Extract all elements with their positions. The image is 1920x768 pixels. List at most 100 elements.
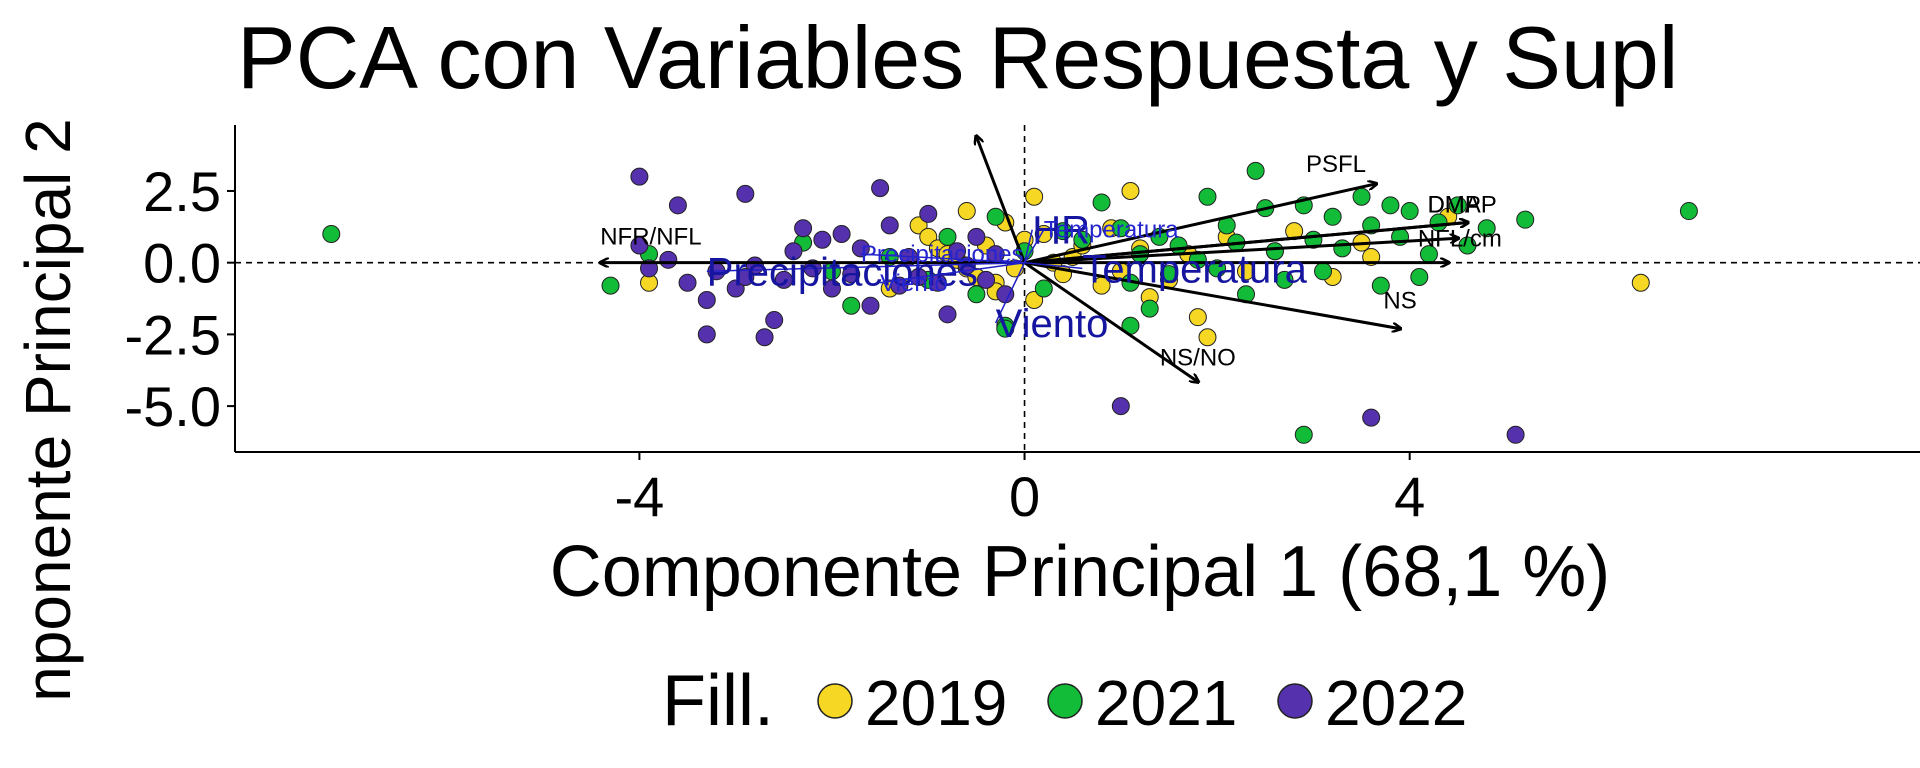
point-2021 [1314,262,1333,281]
supplementary-label: Viento [996,302,1109,346]
point-2022 [813,230,832,249]
point-2022 [697,325,716,344]
point-2022 [996,285,1015,304]
point-2022 [842,265,861,284]
point-2021 [1111,219,1130,238]
supplementary-label: Temperatura [1044,217,1179,244]
point-2021 [1458,236,1477,255]
point-2021 [1381,196,1400,215]
supplementary-arrow [1023,229,1045,264]
loading-arrow [976,136,1026,264]
point-2021 [1352,187,1371,206]
point-2019 [1631,273,1650,292]
point-2021 [1246,161,1265,180]
point-2021 [1140,299,1159,318]
y-tick-label: 0.0 [143,232,221,295]
point-2019 [1025,187,1044,206]
point-2021 [1034,279,1053,298]
point-2021 [322,225,341,243]
y-tick-label: 2.5 [143,160,221,223]
x-tick-label: 4 [1394,465,1425,528]
loading-label: DMP [1427,192,1480,219]
point-2021 [1371,276,1390,295]
point-2022 [977,270,996,289]
x-tick-label: -4 [615,465,665,528]
point-2022 [736,184,755,203]
supplementary-arrow [880,261,1025,284]
loading-arrows [601,136,1468,381]
supplementary-arrow [994,262,1026,324]
score-points [322,161,1698,444]
y-axis-ticks: 2.5 0.0 -2.5 -5.0 [125,160,235,438]
point-2022 [851,239,870,258]
point-2022 [726,279,745,298]
point-2021 [938,227,957,246]
point-2021 [1516,210,1535,229]
point-2019 [1121,181,1140,200]
loading-label: NS [1383,288,1416,315]
point-2022 [938,305,957,324]
legend-key-2021 [1047,683,1083,719]
supplementary-arrow [706,261,1025,273]
point-2022 [668,196,687,215]
supplementary-label: HR [1032,209,1090,253]
supplementary-label: Viento [880,270,948,297]
point-2021 [967,285,986,304]
point-2022 [755,328,774,347]
supplementary-label: Precipitaciones [861,241,1024,268]
point-2019 [957,202,976,221]
point-2021 [1092,193,1111,212]
loading-arrow [1024,184,1376,265]
point-2022 [678,273,697,292]
point-2022 [697,290,716,309]
point-2022 [794,219,813,238]
point-2022 [736,268,755,287]
x-axis-ticks: -4 0 4 [615,452,1425,528]
point-2021 [1323,207,1342,226]
point-2022 [861,296,880,315]
point-2022 [784,242,803,261]
point-2021 [1054,222,1073,241]
loading-arrow [1024,238,1458,265]
point-2022 [832,225,851,243]
point-2021 [1275,270,1294,289]
point-2021 [1198,187,1217,206]
loading-arrow [1024,223,1468,265]
legend-label-2019: 2019 [865,667,1007,739]
point-2022 [919,204,938,223]
y-tick-label: -2.5 [125,303,222,366]
supplementary-arrow [1023,229,1033,263]
point-2019 [1198,328,1217,347]
point-2021 [1400,202,1419,221]
point-2022 [822,279,841,298]
point-2021 [1477,219,1496,238]
point-2021 [996,319,1015,338]
point-2021 [601,276,620,295]
point-2022 [1506,425,1525,444]
point-2022 [630,236,649,255]
y-axis-title: nponente Principal 2 [12,118,84,702]
loading-label: NFL/cm [1418,225,1502,252]
x-axis-title: Componente Principal 1 (68,1 %) [550,532,1611,612]
loading-label: NS/NO [1160,345,1236,372]
point-2019 [1188,308,1207,327]
point-2021 [1448,196,1467,215]
point-2022 [659,250,678,269]
loading-label: PSFL [1306,151,1366,178]
legend-title: Fill. [662,661,774,741]
point-2021 [1679,202,1698,221]
chart-title: PCA con Variables Respuesta y Supl [237,8,1678,107]
point-2019 [909,216,928,235]
point-2022 [765,311,784,330]
supplementary-arrow [1024,261,1083,270]
loading-label: NFR/NFL [600,224,701,251]
legend-label-2021: 2021 [1095,667,1237,739]
point-2022 [871,179,890,198]
point-2021 [986,207,1005,226]
legend-label-2022: 2022 [1325,667,1467,739]
loading-arrow [1024,261,1401,329]
loading-arrow [1023,261,1198,382]
point-2019 [919,227,938,246]
